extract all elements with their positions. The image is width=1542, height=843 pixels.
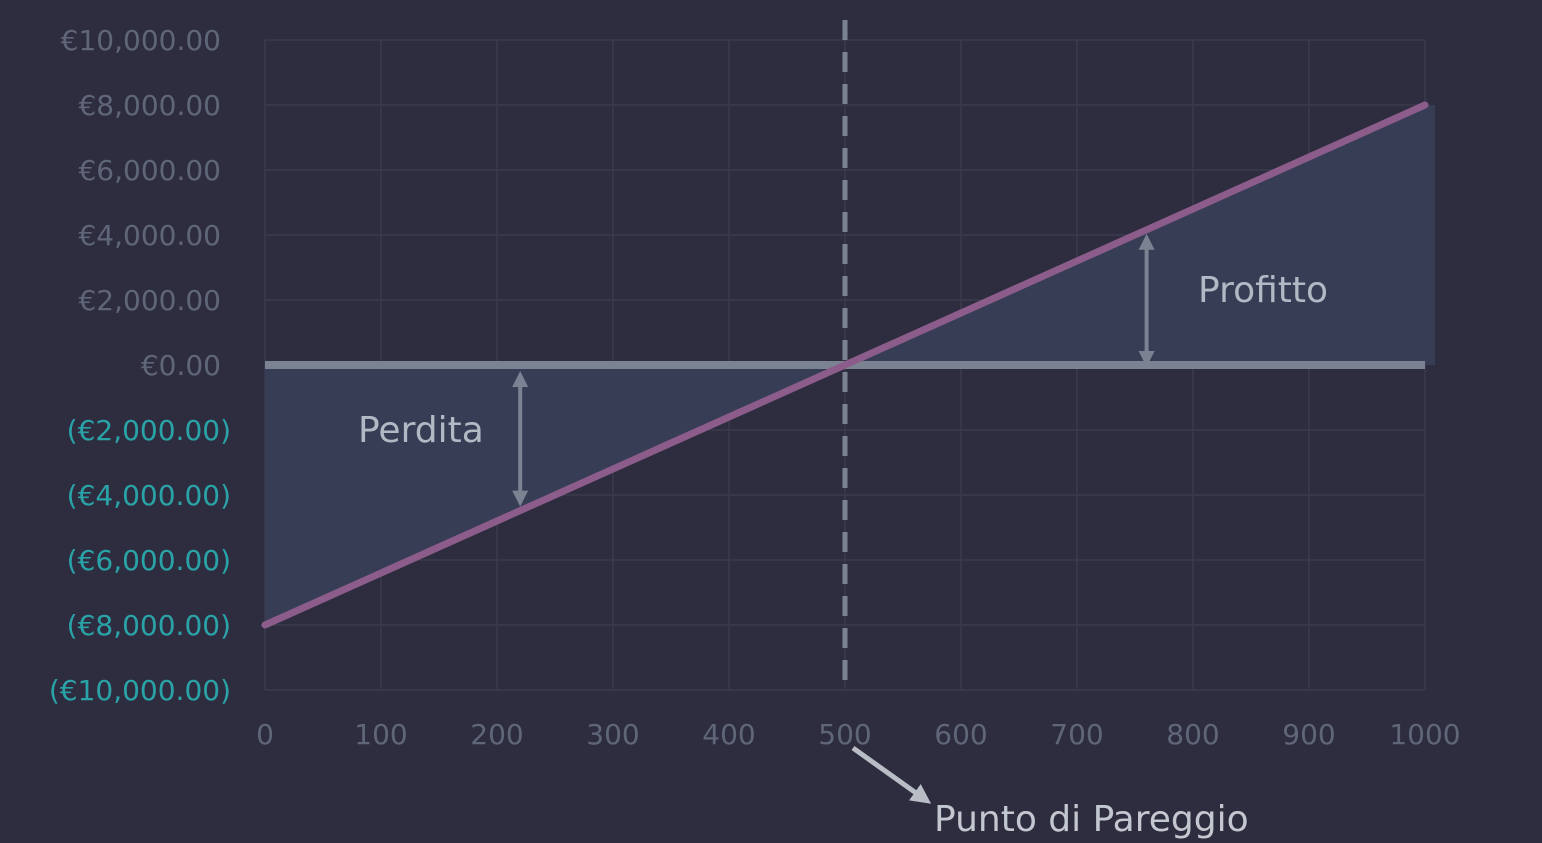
x-tick-label: 600	[934, 718, 987, 751]
x-tick-label: 400	[702, 718, 755, 751]
x-tick-label: 800	[1166, 718, 1219, 751]
y-tick-label: €6,000.00	[78, 154, 221, 187]
y-tick-label: €4,000.00	[78, 219, 221, 252]
x-tick-label: 900	[1282, 718, 1335, 751]
y-tick-label: (€8,000.00)	[67, 609, 231, 642]
y-tick-label: €2,000.00	[78, 284, 221, 317]
y-tick-label: (€6,000.00)	[67, 544, 231, 577]
y-tick-label: (€10,000.00)	[49, 674, 231, 707]
y-tick-label: €0.00	[141, 349, 221, 382]
profit-series	[261, 101, 1429, 629]
x-axis-ticks: 0 100 200 300 400 500 600 700 800 900 1000	[256, 718, 1461, 751]
profit-line	[261, 101, 1429, 629]
y-tick-label: €10,000.00	[61, 24, 221, 57]
x-tick-label: 500	[818, 718, 871, 751]
y-tick-label: (€4,000.00)	[67, 479, 231, 512]
x-tick-label: 200	[470, 718, 523, 751]
profit-label: Profitto	[1198, 270, 1328, 311]
x-tick-label: 0	[256, 718, 274, 751]
x-tick-label: 700	[1050, 718, 1103, 751]
x-tick-label: 300	[586, 718, 639, 751]
loss-label: Perdita	[358, 410, 484, 451]
y-axis-ticks: €10,000.00 €8,000.00 €6,000.00 €4,000.00 €2,…	[49, 24, 231, 707]
break-even-callout-arrow	[851, 745, 932, 804]
annotation-arrows	[512, 233, 1155, 804]
x-tick-label: 100	[354, 718, 407, 751]
y-tick-label: (€2,000.00)	[67, 414, 231, 447]
break-even-label: Punto di Pareggio	[934, 799, 1249, 840]
y-tick-label: €8,000.00	[78, 89, 221, 122]
x-tick-label: 1000	[1389, 718, 1460, 751]
